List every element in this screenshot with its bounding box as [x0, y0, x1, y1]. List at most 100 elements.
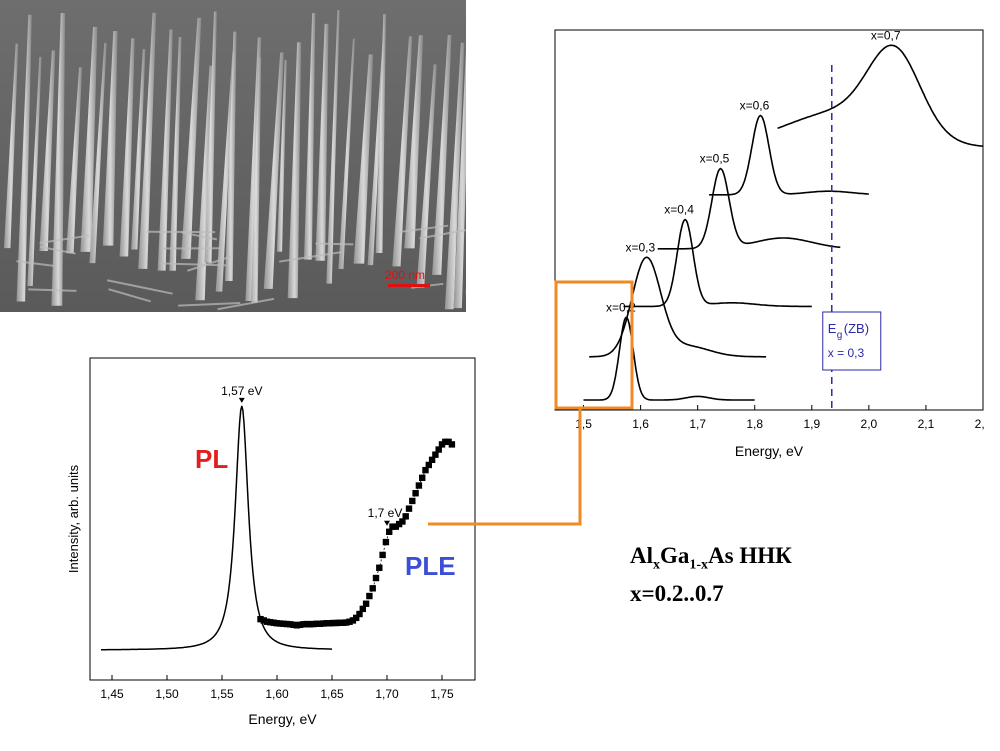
material-caption: AlxGa1-xAs ННК x=0.2..0.7 — [630, 542, 792, 608]
ple-point — [287, 621, 294, 628]
substrate-crystal — [39, 234, 90, 245]
x-tick-label: 1,9 — [803, 417, 820, 431]
ple-point — [326, 620, 333, 627]
x-axis-label: Energy, eV — [735, 443, 804, 459]
nanowire — [416, 64, 437, 288]
nanowire — [404, 35, 424, 249]
spectrum-line — [777, 44, 984, 147]
pl-ple-plot: 1,45 1,50 1,55 1,60 1,65 1,70 1,75 Energy, eV In… — [66, 357, 476, 727]
ple-point — [412, 490, 419, 497]
series-label: x=0,7 — [871, 28, 901, 42]
pl-line — [101, 405, 332, 651]
ple-point — [270, 619, 277, 626]
ple-point — [402, 513, 409, 520]
nanowire — [444, 42, 465, 310]
ple-edge-marker — [384, 520, 390, 526]
x-tick-label: 1,8 — [746, 417, 763, 431]
alloy-pl-plot: 1,51,61,71,81,92,02,12,2Energy, eVIntens… — [509, 28, 992, 459]
scale-bar-label: 200 nm — [385, 268, 426, 282]
ple-point — [290, 621, 297, 629]
ple-point — [409, 497, 416, 505]
substrate-crystal — [28, 288, 77, 292]
nanowire — [66, 67, 83, 254]
scale-bar — [388, 284, 430, 287]
pl-label: PL — [195, 444, 228, 474]
eg-label-rest: (ZB) — [844, 321, 869, 336]
ple-point — [316, 620, 324, 627]
ple-point — [336, 619, 343, 626]
nanowire — [102, 31, 118, 246]
ple-point — [296, 621, 304, 629]
plot-frame — [89, 357, 476, 681]
y-axis-label: Intensity, arb. units — [66, 464, 81, 573]
nanowires — [3, 10, 466, 311]
caption-line1: AlxGa1-xAs ННК — [630, 542, 792, 580]
spectrum-line — [583, 316, 755, 401]
ple-point — [346, 618, 353, 625]
series-label: x=0,6 — [740, 99, 770, 113]
x-tick-label: 1,5 — [575, 417, 592, 431]
nanowire — [51, 13, 66, 306]
substrate-crystal — [419, 229, 466, 240]
ple-point — [415, 482, 423, 489]
nanowire — [315, 23, 329, 261]
nanowire — [251, 57, 262, 303]
ple-point — [405, 505, 413, 512]
substrate-crystal — [39, 245, 76, 255]
alloy-pl-chart: 1,51,61,71,81,92,02,12,2Energy, eVIntens… — [509, 27, 992, 467]
nanowire — [453, 49, 466, 309]
ple-edge-label: 1,7 eV — [368, 506, 403, 520]
ple-point — [362, 600, 370, 607]
nanowire — [338, 38, 355, 270]
substrate-crystal — [106, 279, 173, 295]
ple-point — [392, 523, 399, 530]
x-tick-label: 2,1 — [918, 417, 935, 431]
caption-ga: Ga — [660, 543, 690, 568]
nanowire — [131, 49, 146, 250]
ple-point — [263, 618, 271, 625]
ple-point — [283, 620, 291, 628]
ple-point — [349, 617, 357, 624]
sem-micrograph: 200 nm — [0, 0, 466, 312]
nanowire — [16, 14, 32, 302]
ple-point — [277, 620, 284, 627]
x-tick-label: 1,45 — [100, 687, 124, 701]
series-label: x=0,4 — [664, 203, 694, 217]
nanowire — [375, 14, 387, 254]
x-tick-label: 1,7 — [689, 417, 706, 431]
nanowire — [204, 11, 217, 263]
substrate-crystal — [396, 224, 449, 234]
x-tick-label: 1,50 — [155, 687, 179, 701]
nanowire — [326, 10, 340, 284]
ple-point — [372, 574, 380, 582]
nanowire — [303, 13, 316, 260]
nanowire — [195, 65, 214, 301]
pl-peak-marker — [238, 397, 245, 403]
ple-point — [343, 619, 350, 626]
nanowire — [89, 42, 107, 264]
x-tick-label: 1,65 — [320, 687, 344, 701]
ple-point — [300, 621, 307, 628]
ple-label: PLE — [405, 551, 456, 581]
x-tick-label: 1,55 — [210, 687, 234, 701]
substrate-crystal — [160, 262, 227, 267]
ple-point — [448, 441, 456, 448]
substrate-crystal — [187, 255, 231, 272]
ple-point — [419, 474, 426, 482]
ple-point — [313, 620, 320, 627]
ple-point — [329, 619, 337, 627]
ple-point — [260, 617, 267, 624]
x-tick-label: 2,2 — [975, 417, 985, 431]
substrate-crystal — [315, 242, 354, 246]
spectrum-line — [709, 114, 869, 196]
ple-point — [353, 614, 360, 622]
ple-point — [366, 592, 373, 600]
nanowire — [39, 50, 56, 252]
spectrum-line — [623, 218, 812, 308]
eg-label-box — [822, 311, 882, 371]
ple-point — [382, 538, 390, 546]
ple-point — [422, 466, 429, 474]
substrate-crystal — [16, 260, 54, 267]
ple-point — [389, 523, 396, 530]
ple-point — [306, 621, 314, 628]
